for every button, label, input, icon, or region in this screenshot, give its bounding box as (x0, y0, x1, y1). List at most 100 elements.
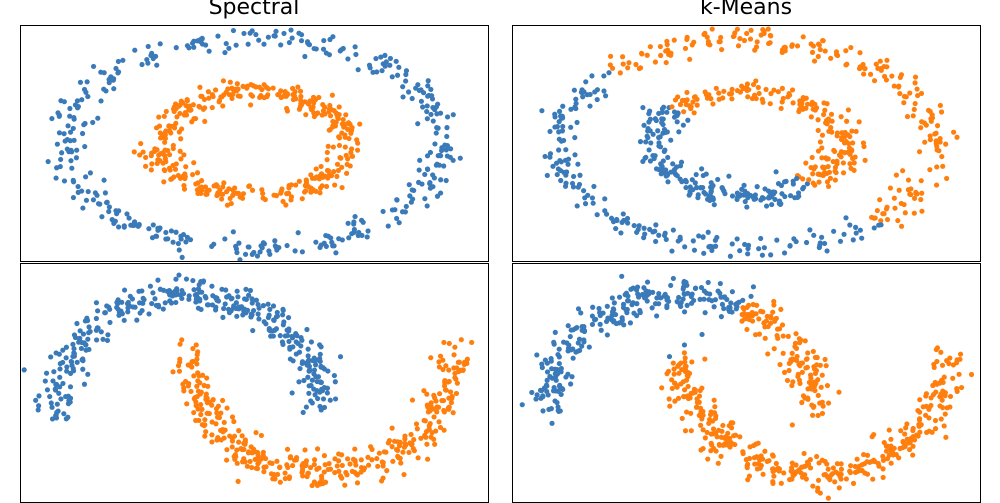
scatter-point (242, 459, 248, 465)
scatter-point (779, 322, 786, 328)
scatter-point (750, 284, 757, 290)
scatter-point (136, 288, 142, 294)
scatter-point (220, 184, 226, 190)
scatter-point (539, 365, 545, 371)
scatter-point (255, 311, 261, 317)
scatter-point (744, 465, 750, 471)
scatter-point (857, 50, 863, 56)
scatter-point (150, 222, 156, 228)
scatter-point (927, 108, 933, 115)
scatter-point (180, 291, 187, 297)
scatter-point (307, 368, 313, 374)
scatter-point (915, 433, 921, 439)
scatter-point (195, 378, 201, 384)
scatter-point (384, 468, 390, 474)
scatter-point (318, 407, 324, 413)
scatter-point (199, 406, 205, 412)
scatter-point (249, 464, 255, 471)
scatter-point (608, 53, 614, 59)
scatter-point (904, 421, 910, 427)
scatter-point (594, 96, 600, 103)
scatter-point (683, 377, 690, 383)
scatter-point (85, 371, 91, 377)
scatter-plot-kmeans-circles (539, 26, 960, 259)
scatter-point (820, 403, 826, 409)
scatter-point (168, 228, 175, 234)
scatter-point (90, 119, 96, 125)
scatter-point (831, 147, 837, 153)
scatter-point (634, 284, 641, 290)
scatter-point (444, 133, 450, 140)
scatter-point (771, 298, 777, 305)
scatter-point (433, 130, 439, 136)
scatter-point (760, 471, 766, 477)
scatter-point (173, 276, 179, 282)
scatter-point (443, 363, 449, 369)
scatter-point (576, 181, 583, 188)
scatter-point (247, 287, 254, 294)
scatter-point (329, 239, 335, 245)
scatter-point (729, 86, 735, 92)
scatter-point (49, 416, 56, 422)
scatter-point (253, 465, 259, 471)
scatter-point (422, 171, 428, 178)
scatter-point (447, 154, 453, 160)
scatter-point (705, 229, 711, 235)
scatter-point (320, 396, 327, 402)
scatter-point (803, 356, 809, 362)
scatter-point (686, 103, 692, 109)
scatter-point (319, 183, 325, 189)
scatter-point (571, 173, 577, 180)
scatter-point (754, 184, 760, 190)
scatter-point (243, 296, 250, 303)
scatter-point (619, 317, 625, 323)
scatter-point (339, 452, 345, 458)
scatter-point (805, 350, 811, 356)
scatter-point (613, 226, 619, 232)
scatter-point (544, 388, 550, 395)
scatter-point (453, 390, 460, 397)
scatter-point (637, 65, 644, 71)
scatter-point (203, 393, 209, 400)
scatter-point (424, 441, 430, 447)
scatter-point (841, 231, 847, 237)
scatter-point (905, 177, 912, 183)
scatter-point (312, 457, 318, 463)
scatter-point (682, 368, 688, 374)
scatter-point (807, 227, 813, 233)
scatter-point (80, 205, 86, 211)
scatter-point (380, 208, 386, 215)
scatter-point (712, 404, 718, 410)
scatter-point (729, 96, 735, 102)
scatter-point (583, 79, 589, 85)
scatter-point (379, 68, 385, 74)
scatter-point (663, 236, 669, 242)
scatter-point (792, 344, 798, 350)
scatter-point (860, 61, 866, 68)
scatter-point (342, 132, 348, 138)
scatter-point (728, 300, 734, 306)
scatter-point (458, 337, 464, 343)
scatter-point (259, 187, 265, 193)
scatter-point (284, 105, 290, 112)
scatter-point (166, 123, 172, 129)
scatter-point (656, 290, 662, 297)
scatter-point (311, 110, 317, 116)
scatter-point (181, 112, 187, 118)
scatter-point (177, 341, 183, 347)
scatter-point (220, 103, 226, 109)
scatter-point (705, 39, 711, 45)
scatter-point (222, 50, 228, 56)
scatter-point (823, 155, 829, 161)
scatter-point (604, 303, 610, 309)
scatter-point (131, 220, 137, 226)
scatter-point (202, 433, 208, 439)
scatter-point (856, 119, 862, 125)
scatter-point (218, 94, 224, 100)
scatter-point (305, 101, 312, 107)
scatter-point (450, 410, 456, 416)
scatter-point (871, 78, 878, 84)
scatter-point (854, 456, 860, 462)
scatter-point (555, 352, 561, 358)
scatter-point (641, 122, 647, 128)
